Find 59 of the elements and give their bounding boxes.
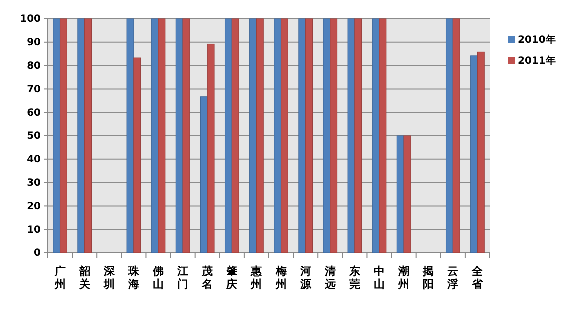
x-tick-label: 佛山: [152, 265, 164, 291]
x-tick-label: 江门: [176, 265, 189, 291]
bar: [298, 18, 306, 254]
y-tick-label: 70: [27, 84, 42, 96]
bar: [207, 44, 215, 254]
bar: [232, 18, 240, 254]
bar: [323, 18, 331, 254]
bar: [452, 18, 460, 254]
y-tick-label: 80: [27, 61, 42, 72]
bar: [256, 18, 264, 254]
x-tick-label: 韶关: [78, 265, 92, 291]
x-tick-label: 云浮: [446, 265, 459, 291]
y-tick-label: 100: [20, 14, 42, 26]
y-tick-label: 20: [27, 201, 42, 212]
bar: [306, 18, 314, 254]
y-tick-label: 60: [27, 108, 42, 119]
y-tick-label: 50: [27, 131, 42, 142]
bar: [280, 18, 288, 254]
x-tick-label: 广州: [54, 265, 66, 291]
x-tick-label: 清远: [324, 265, 337, 291]
x-tick-label: 揭阳: [422, 265, 434, 291]
x-tick-label: 深圳: [102, 265, 116, 291]
bar: [60, 18, 68, 254]
bar: [348, 18, 356, 254]
x-tick-label: 全省: [471, 265, 484, 291]
y-tick-label: 10: [27, 224, 42, 236]
bar: [470, 56, 478, 254]
bar: [53, 18, 61, 254]
x-tick-label: 梅州: [274, 265, 287, 291]
bar: [404, 136, 412, 254]
bar: [158, 18, 166, 254]
x-tick-label: 茂名: [201, 265, 214, 291]
bar: [354, 18, 362, 254]
x-tick-label: 潮州: [398, 265, 410, 291]
bar: [274, 18, 282, 254]
bar: [477, 52, 485, 254]
bar: [182, 18, 190, 254]
bar: [330, 18, 338, 254]
bar: [200, 96, 208, 254]
y-tick-label: 90: [27, 38, 42, 49]
bar: [126, 18, 134, 254]
y-tick-label: 40: [27, 154, 42, 166]
y-tick-label: 30: [27, 178, 42, 189]
legend-label: 2011年: [518, 55, 556, 67]
legend-label: 2010年: [518, 34, 556, 46]
bar: [134, 58, 142, 254]
bar: [446, 18, 454, 254]
bar: [78, 18, 86, 254]
x-tick-label: 河源: [299, 265, 312, 291]
x-tick-label: 珠海: [127, 265, 140, 291]
bar: [250, 18, 258, 254]
x-tick-label: 中山: [374, 265, 385, 291]
x-tick-label: 东莞: [348, 265, 360, 291]
x-tick-label: 肇庆: [226, 265, 238, 291]
bar: [224, 18, 232, 254]
bar: [379, 18, 387, 254]
y-tick-label: 0: [34, 248, 42, 260]
bar: [84, 18, 92, 254]
x-tick-label: 惠州: [250, 265, 264, 291]
